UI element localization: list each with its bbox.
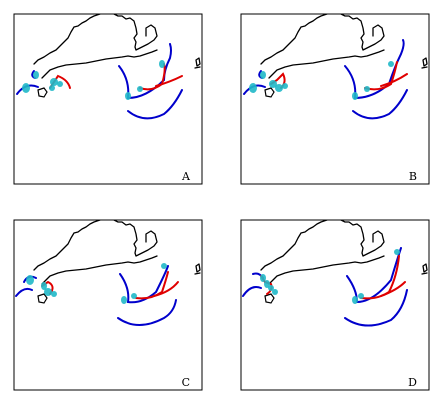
blue-track-a-3 — [127, 89, 183, 120]
coastline-c — [33, 220, 158, 285]
red-track-c-2 — [153, 281, 179, 297]
panel-c-map — [15, 220, 201, 326]
cyan-marker-c-5 — [131, 293, 137, 299]
cyan-marker-a-2 — [50, 78, 58, 86]
islet-d — [421, 263, 428, 275]
coastline-d — [260, 220, 385, 285]
panel-b: B — [240, 13, 430, 185]
cyan-marker-c-4 — [121, 296, 127, 304]
cyan-marker-a-4 — [49, 85, 55, 91]
panel-a-frame — [13, 13, 203, 185]
panel-c: C — [13, 219, 203, 391]
panel-d: D — [240, 219, 430, 391]
cyan-marker-a-7 — [159, 60, 165, 68]
panel-d-label: D — [408, 376, 417, 389]
panel-a: A — [13, 13, 203, 185]
red-track-a-0 — [49, 74, 71, 89]
panel-a-map — [16, 14, 201, 120]
panel-d-frame — [240, 219, 430, 391]
cyan-marker-b-6 — [364, 86, 370, 92]
cyan-marker-b-3 — [275, 84, 283, 92]
cyan-marker-d-6 — [394, 249, 400, 255]
cyan-marker-d-0 — [260, 274, 266, 282]
island-a — [37, 87, 48, 98]
cyan-marker-c-3 — [51, 291, 57, 297]
blue-track-d-2 — [346, 247, 402, 304]
blue-track-d-3 — [344, 289, 408, 327]
cyan-marker-d-1 — [264, 280, 270, 288]
cyan-marker-a-6 — [137, 86, 143, 92]
cyan-marker-a-0 — [22, 83, 30, 93]
red-track-c-1 — [135, 271, 169, 300]
red-track-a-2 — [155, 75, 183, 87]
cyan-marker-c-1 — [41, 282, 47, 290]
panel-b-map — [243, 14, 428, 120]
coastline-a — [33, 14, 158, 79]
blue-track-b-3 — [352, 89, 408, 120]
cyan-marker-b-1 — [260, 71, 266, 79]
panel-c-label: C — [182, 376, 190, 389]
red-track-d-2 — [380, 281, 406, 297]
coastline-b — [260, 14, 385, 79]
panel-a-label: A — [181, 170, 191, 183]
cyan-marker-b-5 — [352, 92, 358, 100]
panel-b-frame — [240, 13, 430, 185]
blue-track-c-2 — [119, 265, 169, 304]
red-track-b-1 — [364, 61, 398, 91]
cyan-marker-a-1 — [33, 71, 39, 79]
cyan-marker-b-4 — [282, 83, 288, 89]
cyan-marker-b-7 — [388, 61, 394, 67]
cyan-marker-d-2 — [268, 285, 274, 291]
cyan-marker-b-2 — [269, 80, 277, 88]
island-c — [37, 293, 48, 304]
islet-c — [194, 263, 201, 275]
cyan-marker-c-0 — [26, 275, 34, 285]
red-track-b-2 — [380, 73, 408, 87]
cyan-marker-b-0 — [249, 83, 257, 93]
islet-b — [421, 57, 428, 69]
cyan-marker-a-3 — [57, 81, 63, 87]
cyan-marker-c-6 — [161, 263, 167, 269]
islet-a — [194, 57, 201, 69]
panel-c-frame — [13, 219, 203, 391]
island-b — [264, 87, 275, 98]
cyan-marker-d-5 — [358, 293, 364, 299]
cyan-marker-a-5 — [125, 92, 131, 100]
blue-track-c-3 — [117, 299, 177, 326]
panel-d-map — [242, 220, 428, 327]
cyan-marker-c-2 — [44, 288, 52, 296]
cyan-marker-d-3 — [272, 289, 278, 295]
blue-track-d-0 — [242, 286, 262, 297]
island-d — [264, 293, 275, 304]
cyan-marker-d-4 — [352, 296, 358, 304]
blue-track-c-0 — [15, 287, 33, 297]
panel-b-label: B — [409, 170, 417, 183]
